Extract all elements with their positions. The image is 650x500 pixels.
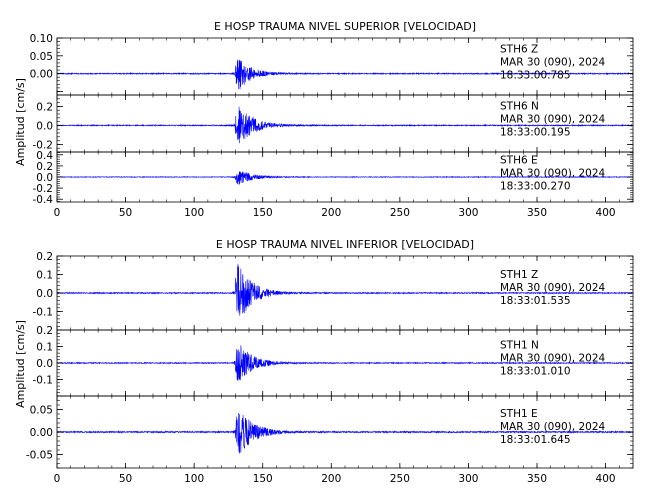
- y-tick-label: 0.1: [36, 342, 53, 354]
- station-component-label: STH1 Z: [500, 269, 538, 281]
- x-tick-label: 0: [54, 473, 61, 485]
- y-tick-label: -0.2: [33, 139, 54, 151]
- date-label: MAR 30 (090), 2024: [500, 114, 606, 126]
- chart-title-superior: E HOSP TRAUMA NIVEL SUPERIOR [VELOCIDAD]: [214, 20, 476, 33]
- station-component-label: STH1 N: [500, 339, 539, 351]
- y-tick-label: 0.05: [30, 51, 53, 63]
- y-tick-label: -0.2: [33, 183, 54, 195]
- x-tick-label: 300: [458, 207, 478, 219]
- time-label: 18:33:01.535: [500, 295, 571, 307]
- y-tick-label: 0.2: [36, 251, 53, 263]
- y-axis-label-inferior: Amplitud [cm/s]: [14, 320, 27, 408]
- time-label: 18:33:00.785: [500, 70, 571, 82]
- x-tick-label: 100: [184, 207, 204, 219]
- station-component-label: STH6 Z: [500, 44, 538, 56]
- x-tick-label: 150: [253, 207, 273, 219]
- y-tick-label: -0.4: [33, 194, 54, 206]
- waveform-trace: [56, 106, 634, 144]
- station-component-label: STH6 E: [500, 155, 538, 167]
- x-tick-label: 400: [596, 473, 616, 485]
- y-tick-label: 0.1: [36, 270, 53, 282]
- y-tick-label: 0.0: [36, 172, 53, 184]
- y-tick-label: 0.10: [30, 33, 53, 45]
- y-tick-label: 0.0: [36, 120, 53, 132]
- station-component-label: STH6 N: [500, 101, 539, 113]
- waveform-trace: [56, 171, 634, 185]
- date-label: MAR 30 (090), 2024: [500, 352, 606, 364]
- date-label: MAR 30 (090), 2024: [500, 282, 606, 294]
- waveform-trace: [56, 412, 634, 454]
- date-label: MAR 30 (090), 2024: [500, 168, 606, 180]
- x-tick-label: 100: [184, 473, 204, 485]
- x-tick-label: 300: [458, 473, 478, 485]
- y-tick-label: -0.1: [33, 375, 54, 387]
- waveform-trace: [56, 263, 634, 316]
- date-label: MAR 30 (090), 2024: [500, 421, 606, 433]
- x-tick-label: 200: [321, 473, 341, 485]
- y-tick-label: 0.2: [36, 325, 53, 337]
- waveform-trace: [56, 345, 634, 381]
- chart-title-inferior: E HOSP TRAUMA NIVEL INFERIOR [VELOCIDAD]: [216, 238, 474, 251]
- time-label: 18:33:01.645: [500, 434, 571, 446]
- y-tick-label: -0.05: [26, 450, 53, 462]
- y-tick-label: 0.4: [36, 150, 53, 162]
- x-tick-label: 0: [54, 207, 61, 219]
- x-tick-label: 50: [119, 207, 132, 219]
- waveform-trace: [56, 59, 634, 90]
- y-tick-label: 0.05: [30, 405, 53, 417]
- x-tick-label: 400: [596, 207, 616, 219]
- y-tick-label: 0.00: [30, 69, 53, 81]
- x-tick-label: 200: [321, 207, 341, 219]
- x-tick-label: 250: [390, 207, 410, 219]
- x-tick-label: 50: [119, 473, 132, 485]
- y-tick-label: -0.1: [33, 307, 54, 319]
- y-tick-label: 0.00: [30, 427, 53, 439]
- x-tick-label: 150: [253, 473, 273, 485]
- y-tick-label: 0.0: [36, 358, 53, 370]
- date-label: MAR 30 (090), 2024: [500, 57, 606, 69]
- y-axis-label-superior: Amplitud [cm/s]: [14, 78, 27, 166]
- time-label: 18:33:01.010: [500, 365, 571, 377]
- x-tick-label: 350: [527, 207, 547, 219]
- x-tick-label: 250: [390, 473, 410, 485]
- time-label: 18:33:00.195: [500, 127, 571, 139]
- y-tick-label: 0.2: [36, 101, 53, 113]
- y-tick-label: 0.2: [36, 161, 53, 173]
- y-tick-label: 0.0: [36, 288, 53, 300]
- station-component-label: STH1 E: [500, 408, 538, 420]
- x-tick-label: 350: [527, 473, 547, 485]
- time-label: 18:33:00.270: [500, 181, 571, 193]
